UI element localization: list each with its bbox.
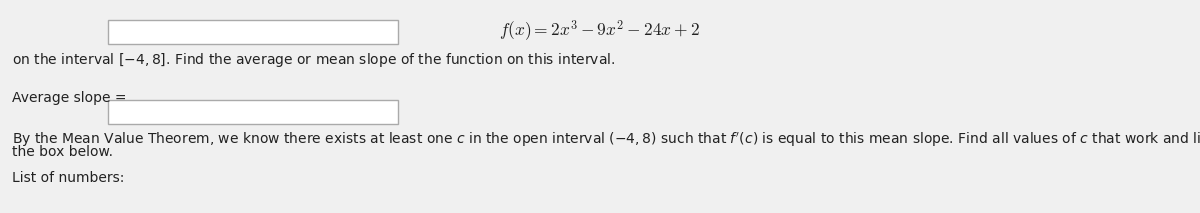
Text: By the Mean Value Theorem, we know there exists at least one $c$ in the open int: By the Mean Value Theorem, we know there… [12,131,1200,149]
Text: the box below.: the box below. [12,145,113,159]
FancyBboxPatch shape [108,100,398,124]
Text: List of numbers:: List of numbers: [12,171,125,185]
Text: $f(x) = 2x^3 - 9x^2 - 24x + 2$: $f(x) = 2x^3 - 9x^2 - 24x + 2$ [499,18,701,43]
Text: on the interval $[-4, 8]$. Find the average or mean slope of the function on thi: on the interval $[-4, 8]$. Find the aver… [12,51,616,69]
Text: Average slope =: Average slope = [12,91,131,105]
FancyBboxPatch shape [108,20,398,44]
